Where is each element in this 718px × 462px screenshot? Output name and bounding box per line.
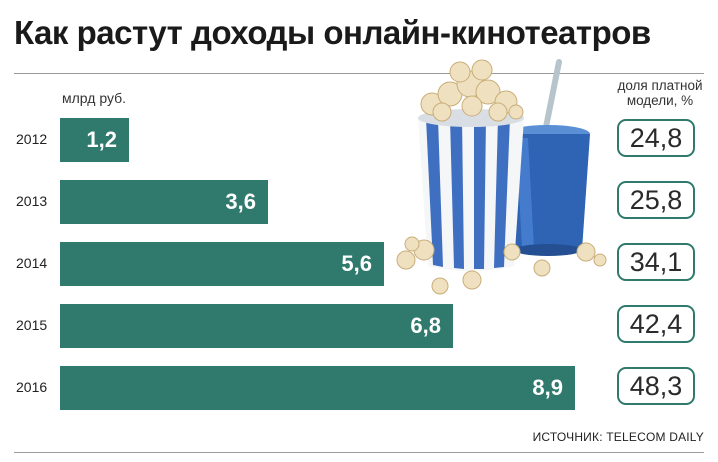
- year-label-2013: 2013: [16, 193, 48, 209]
- paid-share-box-2014: 34,1: [617, 243, 695, 281]
- paid-share-box-2013: 25,8: [617, 181, 695, 219]
- share-label: доля платной модели, %: [617, 78, 703, 108]
- revenue-value-2016: 8,9: [532, 375, 563, 400]
- unit-label: млрд руб.: [62, 90, 127, 106]
- year-label-2012: 2012: [16, 131, 48, 147]
- year-label-2016: 2016: [16, 379, 48, 395]
- revenue-value-2012: 1,2: [86, 127, 117, 152]
- revenue-bar-2016: 8,9: [60, 366, 575, 410]
- bottom-divider: [14, 452, 704, 453]
- revenue-value-2014: 5,6: [341, 251, 372, 276]
- revenue-bar-2014: 5,6: [60, 242, 384, 286]
- revenue-value-2013: 3,6: [225, 189, 256, 214]
- paid-share-box-2012: 24,8: [617, 119, 695, 157]
- revenue-bar-2012: 1,2: [60, 118, 129, 162]
- page-title: Как растут доходы онлайн-кинотеатров: [14, 14, 651, 51]
- revenue-bar-2015: 6,8: [60, 304, 453, 348]
- paid-share-box-2016: 48,3: [617, 367, 695, 405]
- year-label-2014: 2014: [16, 255, 48, 271]
- revenue-value-2015: 6,8: [410, 313, 441, 338]
- popcorn-kernels-icon: [396, 236, 607, 295]
- year-label-2015: 2015: [16, 317, 48, 333]
- popcorn-bucket-icon: [418, 59, 524, 271]
- source-note: ИСТОЧНИК: TELECOM DAILY: [532, 430, 704, 444]
- revenue-bar-2013: 3,6: [60, 180, 268, 224]
- top-divider: [14, 73, 704, 74]
- paid-share-box-2015: 42,4: [617, 305, 695, 343]
- popcorn-soda-illustration: [396, 59, 607, 295]
